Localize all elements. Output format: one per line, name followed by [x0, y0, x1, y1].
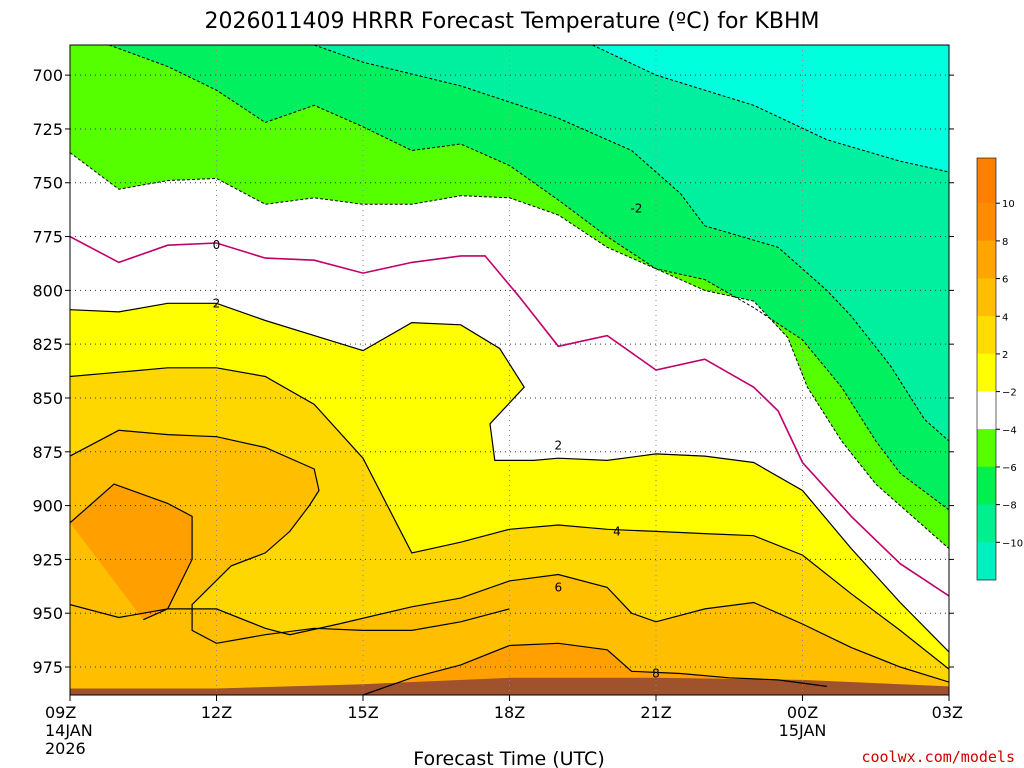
colorbar-swatch-3 — [977, 316, 996, 355]
isotherm-6-pocket — [70, 483, 193, 621]
colorbar-label-3: 4 — [1002, 312, 1008, 323]
isotherm-label-0: -2 — [630, 202, 642, 216]
colorbar-swatch-7 — [977, 466, 996, 505]
colorbar-top — [977, 158, 996, 204]
y-tick-label-950: 950 — [32, 604, 63, 623]
y-tick-label-875: 875 — [32, 443, 63, 462]
isotherm-label-6: 8 — [652, 666, 660, 680]
y-tick-label-900: 900 — [32, 497, 63, 516]
colorbar-swatch-1 — [977, 240, 996, 279]
colorbar-label-0: 10 — [1002, 199, 1015, 210]
isotherm-label-2: 2 — [213, 296, 221, 310]
y-tick-label-975: 975 — [32, 658, 63, 677]
x-axis-label: Forecast Time (UTC) — [413, 748, 604, 768]
isotherm-4 — [70, 367, 949, 670]
colorbar-swatch-6 — [977, 429, 996, 468]
x-tick-year-09Z: 2026 — [45, 739, 86, 758]
x-tick-label-21Z: 21Z — [640, 703, 671, 722]
x-tick-label-15Z: 15Z — [347, 703, 378, 722]
colorbar-label-5: −2 — [1002, 388, 1017, 399]
colorbar-label-1: 8 — [1002, 237, 1008, 248]
pressure-axis: 700 725 750 775 800 825 850 875 900 925 950 975 — [32, 66, 954, 677]
y-tick-label-775: 775 — [32, 228, 63, 247]
y-tick-label-725: 725 — [32, 120, 63, 139]
isotherm-6 — [70, 573, 949, 683]
colorbar-swatch-8 — [977, 504, 996, 543]
colorbar-swatch-4 — [977, 353, 996, 392]
x-tick-label-12Z: 12Z — [201, 703, 232, 722]
y-tick-label-850: 850 — [32, 389, 63, 408]
colorbar-frame — [976, 157, 997, 581]
x-tick-label-00Z: 00Z — [787, 703, 818, 722]
y-tick-label-800: 800 — [32, 281, 63, 300]
chart-title: 2026011409 HRRR Forecast Temperature (ºC… — [205, 9, 820, 34]
colorbar-label-7: −6 — [1002, 463, 1017, 474]
colorbar-label-4: 2 — [1002, 350, 1008, 361]
colorbar: 10 8 6 4 2 −2 −4 −6 −8 −10 — [976, 157, 1023, 581]
colorbar-swatch-0 — [977, 203, 996, 242]
x-tick-label-03Z: 03Z — [932, 703, 963, 722]
credit-text: coolwx.com/models — [861, 748, 1015, 766]
isotherm-labels: -2 0 2 2 4 6 8 — [213, 202, 660, 681]
warm-pocket-6-inner — [70, 484, 193, 620]
isotherm--6 — [314, 45, 949, 442]
warm-pocket-4 — [70, 430, 510, 695]
isotherm-label-1: 0 — [213, 238, 221, 252]
isotherm-label-5: 6 — [555, 580, 563, 594]
isotherm-lines — [70, 45, 949, 695]
colorbar-label-8: −8 — [1002, 501, 1017, 512]
isotherm-4-pocket — [70, 429, 510, 644]
x-tick-label-09Z: 09Z — [45, 703, 76, 722]
colorbar-label-6: −4 — [1002, 425, 1017, 436]
isotherm--4 — [108, 45, 949, 511]
colorbar-swatch-2 — [977, 278, 996, 317]
x-tick-date-00Z: 15JAN — [779, 721, 827, 740]
colorbar-swatch-5 — [977, 391, 996, 430]
isotherm-0 — [70, 235, 949, 597]
y-tick-label-825: 825 — [32, 335, 63, 354]
isotherm-2 — [70, 302, 949, 653]
isotherm-8 — [362, 642, 827, 695]
isotherm--2 — [70, 152, 949, 549]
isotherm--8 — [592, 45, 949, 173]
isotherm-label-4: 4 — [613, 524, 621, 538]
y-tick-label-925: 925 — [32, 550, 63, 569]
y-tick-label-700: 700 — [32, 66, 63, 85]
band-above-6 — [70, 574, 949, 695]
colorbar-swatch-9 — [977, 542, 996, 581]
colorbar-label-9: −10 — [1002, 538, 1023, 549]
ground-terrain — [70, 677, 949, 695]
x-tick-date-09Z: 14JAN — [45, 721, 93, 740]
y-tick-label-750: 750 — [32, 174, 63, 193]
x-tick-label-18Z: 18Z — [494, 703, 525, 722]
isotherm-label-3: 2 — [555, 438, 563, 452]
colorbar-label-2: 6 — [1002, 275, 1008, 286]
